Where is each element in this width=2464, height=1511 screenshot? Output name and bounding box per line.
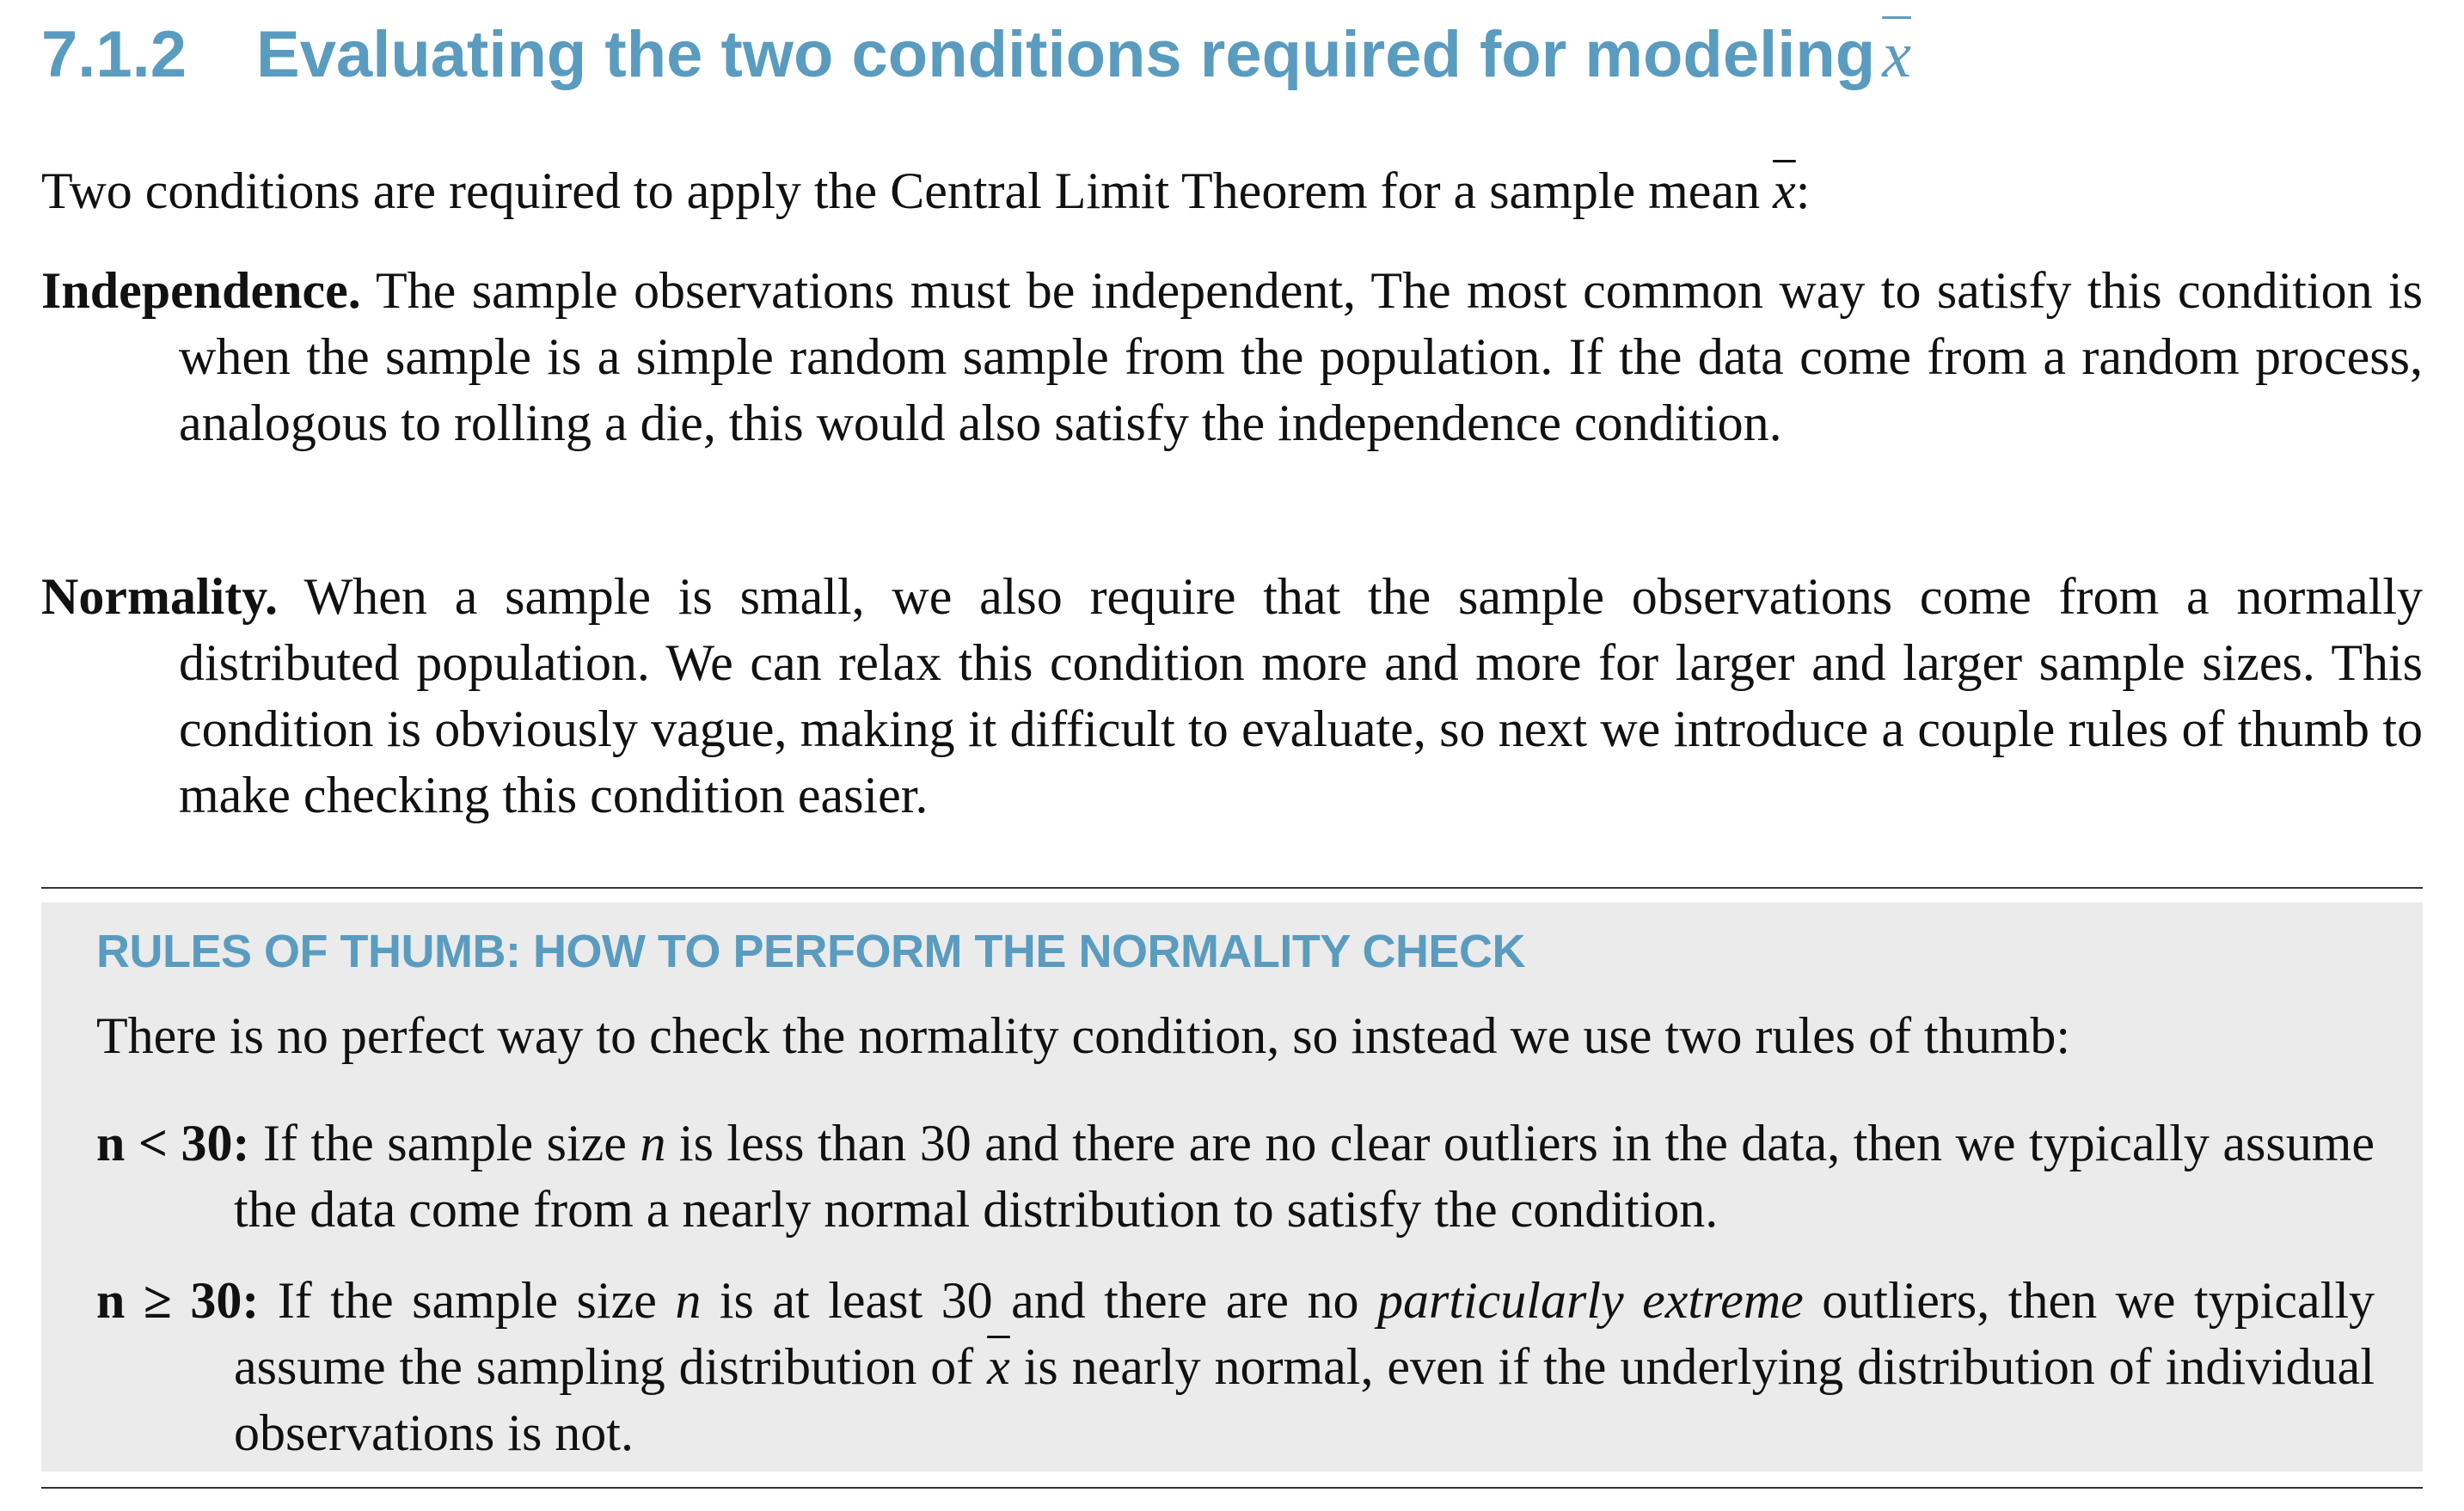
condition-text: When a sample is small, we also require … bbox=[179, 568, 2423, 823]
rules-box-title: RULES OF THUMB: HOW TO PERFORM THE NORMA… bbox=[96, 926, 1525, 977]
normality-condition: Normality. When a sample is small, we al… bbox=[41, 564, 2423, 829]
intro-paragraph: Two conditions are required to apply the… bbox=[41, 156, 1810, 225]
rule-text: is at least 30 and there are no bbox=[701, 1272, 1377, 1329]
rule-large-sample: n ≥ 30: If the sample size n is at least… bbox=[96, 1268, 2375, 1466]
variable-n: n bbox=[640, 1115, 666, 1171]
intro-end: : bbox=[1795, 162, 1811, 219]
rule-text: outliers, then we typically assume the s… bbox=[234, 1272, 2375, 1395]
x-bar-symbol: x bbox=[1773, 162, 1796, 219]
rule-text: is less than 30 and there are no clear o… bbox=[234, 1115, 2375, 1238]
rule-condition: n ≥ 30: bbox=[96, 1272, 260, 1329]
x-bar-symbol: x bbox=[987, 1338, 1010, 1395]
rule-small-sample: n < 30: If the sample size n is less tha… bbox=[96, 1110, 2375, 1243]
variable-n: n bbox=[675, 1272, 702, 1329]
section-number: 7.1.2 bbox=[41, 18, 187, 91]
condition-term: Independence. bbox=[41, 262, 361, 319]
intro-text: Two conditions are required to apply the… bbox=[41, 162, 1774, 219]
divider-bottom bbox=[41, 1487, 2423, 1489]
rule-text: If the sample size bbox=[277, 1272, 676, 1329]
rule-text: is nearly normal, even if the underlying… bbox=[234, 1338, 2375, 1461]
emphasis-text: particularly extreme bbox=[1376, 1272, 1804, 1329]
rules-box-intro: There is no perfect way to check the nor… bbox=[96, 1007, 2071, 1064]
divider-top bbox=[41, 887, 2423, 889]
rule-text: If the sample size bbox=[263, 1115, 641, 1171]
rules-of-thumb-box bbox=[41, 902, 2423, 1471]
condition-text: The sample observations must be independ… bbox=[179, 262, 2423, 451]
independence-condition: Independence. The sample observations mu… bbox=[41, 258, 2423, 456]
rule-condition: n < 30: bbox=[96, 1115, 250, 1171]
section-title: Evaluating the two conditions required f… bbox=[256, 18, 1876, 91]
section-heading: 7.1.2 Evaluating the two conditions requi… bbox=[41, 12, 1911, 98]
x-bar-symbol: x bbox=[1882, 19, 1911, 91]
condition-term: Normality. bbox=[41, 568, 278, 625]
